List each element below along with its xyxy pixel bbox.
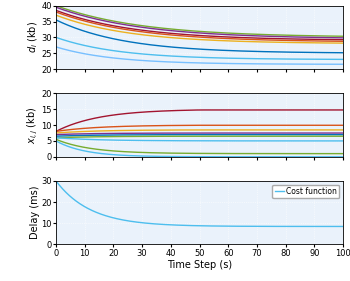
Y-axis label: $x_{i,j}$ (kb): $x_{i,j}$ (kb) [26, 106, 40, 144]
Y-axis label: $d_i$ (kb): $d_i$ (kb) [26, 21, 40, 53]
Cost function [54, 179, 58, 183]
Cost function [184, 224, 188, 227]
X-axis label: Time Step (s): Time Step (s) [167, 260, 232, 270]
Y-axis label: Delay (ms): Delay (ms) [30, 186, 40, 239]
Cost function [341, 225, 345, 228]
Legend: Cost function: Cost function [272, 185, 339, 198]
Cost function [270, 225, 274, 228]
Cost function [128, 219, 132, 223]
Cost function [246, 225, 250, 228]
Line: Cost function: Cost function [56, 181, 343, 226]
Cost function [105, 214, 109, 218]
Cost function [223, 225, 227, 228]
